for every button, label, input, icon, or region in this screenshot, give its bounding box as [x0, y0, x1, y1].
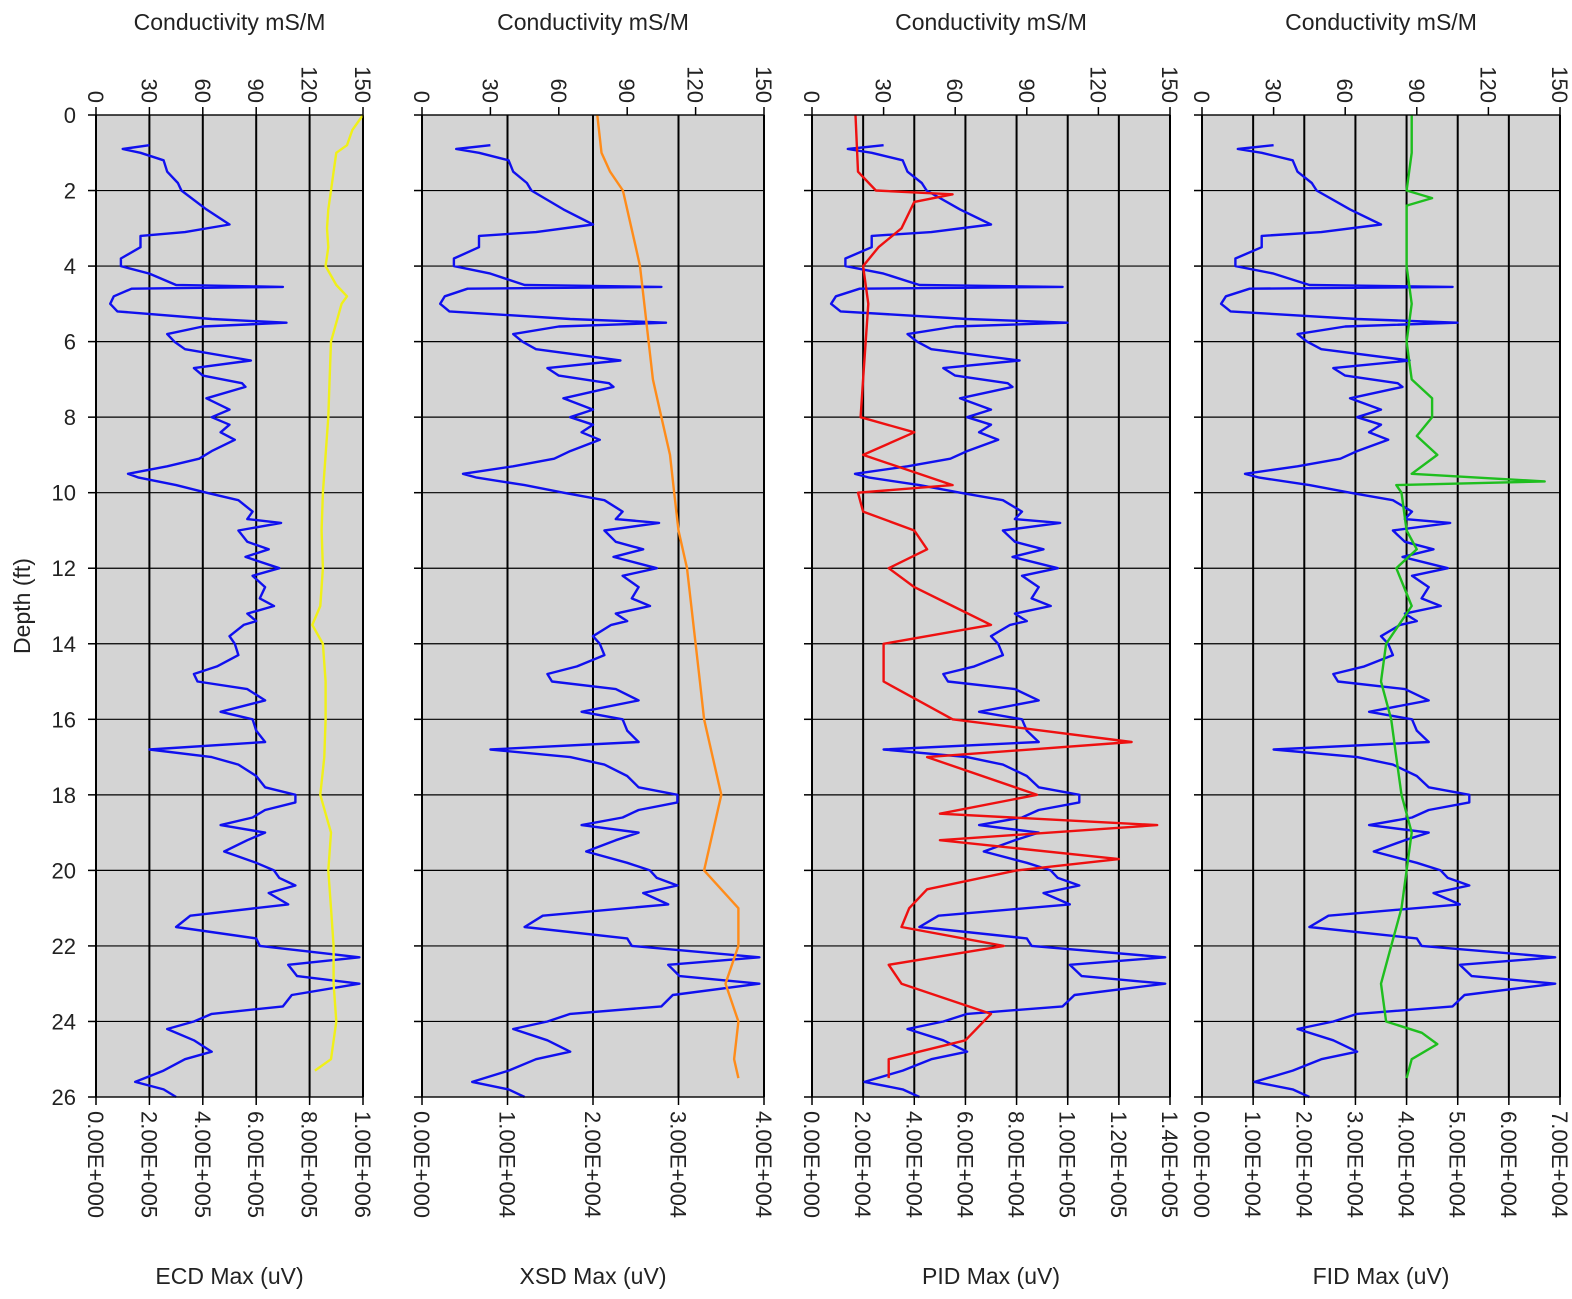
x-top-tick-label: 90 — [1404, 79, 1429, 103]
x-bottom-tick-label: 6.00E+004 — [952, 1111, 977, 1218]
x-bottom-tick-label: 1.40E+005 — [1157, 1111, 1182, 1218]
x-bottom-tick-label: 2.00E+004 — [1291, 1111, 1316, 1218]
x-bottom-tick-label: 0.00E+000 — [799, 1111, 824, 1218]
x-bottom-tick-label: 0.00E+000 — [409, 1111, 434, 1218]
x-top-tick-label: 30 — [477, 79, 502, 103]
x-top-tick-label: 150 — [1157, 66, 1182, 103]
x-bottom-tick-label: 2.00E+005 — [136, 1111, 161, 1218]
x-bottom-tick-label: 1.00E+004 — [1240, 1111, 1265, 1218]
x-top-tick-label: 150 — [751, 66, 776, 103]
x-bottom-tick-label: 4.00E+004 — [901, 1111, 926, 1218]
y-tick-label: 22 — [52, 934, 76, 959]
plot-area-fid — [1202, 115, 1560, 1097]
plot-area-ecd — [96, 115, 363, 1097]
y-tick-label: 10 — [52, 481, 76, 506]
y-tick-label: 4 — [64, 254, 76, 279]
top-axis-title: Conductivity mS/M — [497, 9, 689, 35]
x-top-tick-label: 30 — [136, 79, 161, 103]
x-bottom-tick-label: 1.00E+006 — [350, 1111, 375, 1218]
x-top-tick-label: 0 — [409, 91, 434, 103]
y-tick-label: 12 — [52, 556, 76, 581]
plot-frame — [421, 114, 765, 1098]
x-top-tick-label: 90 — [243, 79, 268, 103]
x-top-tick-label: 30 — [1261, 79, 1286, 103]
top-axis-title: Conductivity mS/M — [895, 9, 1087, 35]
bottom-axis-title: PID Max (uV) — [922, 1263, 1060, 1289]
series-line-pid-bottom — [854, 114, 1159, 1079]
x-bottom-tick-label: 1.00E+004 — [495, 1111, 520, 1218]
x-top-tick-label: 90 — [1014, 79, 1039, 103]
x-bottom-tick-label: 3.00E+004 — [1342, 1111, 1367, 1218]
y-tick-label: 6 — [64, 330, 76, 355]
y-axis-title: Depth (ft) — [9, 558, 35, 654]
x-bottom-tick-label: 1.00E+005 — [1055, 1111, 1080, 1218]
y-tick-label: 26 — [52, 1085, 76, 1110]
x-bottom-tick-label: 0.00E+000 — [83, 1111, 108, 1218]
x-bottom-tick-label: 7.00E+004 — [1547, 1111, 1572, 1218]
y-tick-label: 20 — [52, 858, 76, 883]
y-tick-label: 24 — [52, 1009, 76, 1034]
y-tick-label: 18 — [52, 783, 76, 808]
x-bottom-tick-label: 2.00E+004 — [850, 1111, 875, 1218]
x-top-tick-label: 60 — [1332, 79, 1357, 103]
series-line-ecd-top — [109, 144, 361, 1099]
x-bottom-tick-label: 3.00E+004 — [666, 1111, 691, 1218]
top-axis-title: Conductivity mS/M — [1285, 9, 1477, 35]
x-top-tick-label: 60 — [942, 79, 967, 103]
plot-frame — [1201, 114, 1561, 1098]
plot-frame — [811, 114, 1171, 1098]
x-bottom-tick-label: 4.00E+004 — [1394, 1111, 1419, 1218]
x-top-tick-label: 120 — [1475, 66, 1500, 103]
x-bottom-tick-label: 8.00E+005 — [297, 1111, 322, 1218]
y-tick-label: 2 — [64, 179, 76, 204]
x-bottom-tick-label: 6.00E+005 — [243, 1111, 268, 1218]
x-top-tick-label: 120 — [297, 66, 322, 103]
series-line-pid-top — [829, 144, 1167, 1099]
x-bottom-tick-label: 4.00E+004 — [751, 1111, 776, 1218]
x-bottom-tick-label: 4.00E+005 — [190, 1111, 215, 1218]
bottom-axis-title: ECD Max (uV) — [155, 1263, 303, 1289]
series-line-fid-bottom — [1379, 115, 1546, 1079]
x-top-tick-label: 0 — [1189, 91, 1214, 103]
x-top-tick-label: 30 — [871, 79, 896, 103]
y-tick-label: 0 — [64, 103, 76, 128]
x-top-tick-label: 0 — [83, 91, 108, 103]
series-line-fid-top — [1219, 144, 1557, 1099]
x-top-tick-label: 150 — [1547, 66, 1572, 103]
x-bottom-tick-label: 5.00E+004 — [1445, 1111, 1470, 1218]
plot-area-pid — [812, 115, 1170, 1097]
bottom-axis-title: XSD Max (uV) — [520, 1263, 667, 1289]
x-top-tick-label: 60 — [190, 79, 215, 103]
x-bottom-tick-label: 0.00E+000 — [1189, 1111, 1214, 1218]
x-top-tick-label: 120 — [683, 66, 708, 103]
bottom-axis-title: FID Max (uV) — [1313, 1263, 1450, 1289]
series-line-xsd-top — [439, 144, 761, 1099]
plot-frame — [95, 114, 364, 1098]
top-axis-title: Conductivity mS/M — [134, 9, 326, 35]
x-bottom-tick-label: 6.00E+004 — [1496, 1111, 1521, 1218]
y-tick-label: 16 — [52, 707, 76, 732]
x-top-tick-label: 60 — [546, 79, 571, 103]
x-top-tick-label: 0 — [799, 91, 824, 103]
y-tick-label: 14 — [52, 632, 76, 657]
x-bottom-tick-label: 8.00E+004 — [1004, 1111, 1029, 1218]
x-bottom-tick-label: 1.20E+005 — [1106, 1111, 1131, 1218]
x-top-tick-label: 150 — [350, 66, 375, 103]
x-top-tick-label: 90 — [614, 79, 639, 103]
x-bottom-tick-label: 2.00E+004 — [580, 1111, 605, 1218]
series-line-xsd-bottom — [596, 114, 740, 1079]
x-top-tick-label: 120 — [1085, 66, 1110, 103]
series-line-ecd-bottom — [311, 114, 364, 1072]
y-tick-label: 8 — [64, 405, 76, 430]
